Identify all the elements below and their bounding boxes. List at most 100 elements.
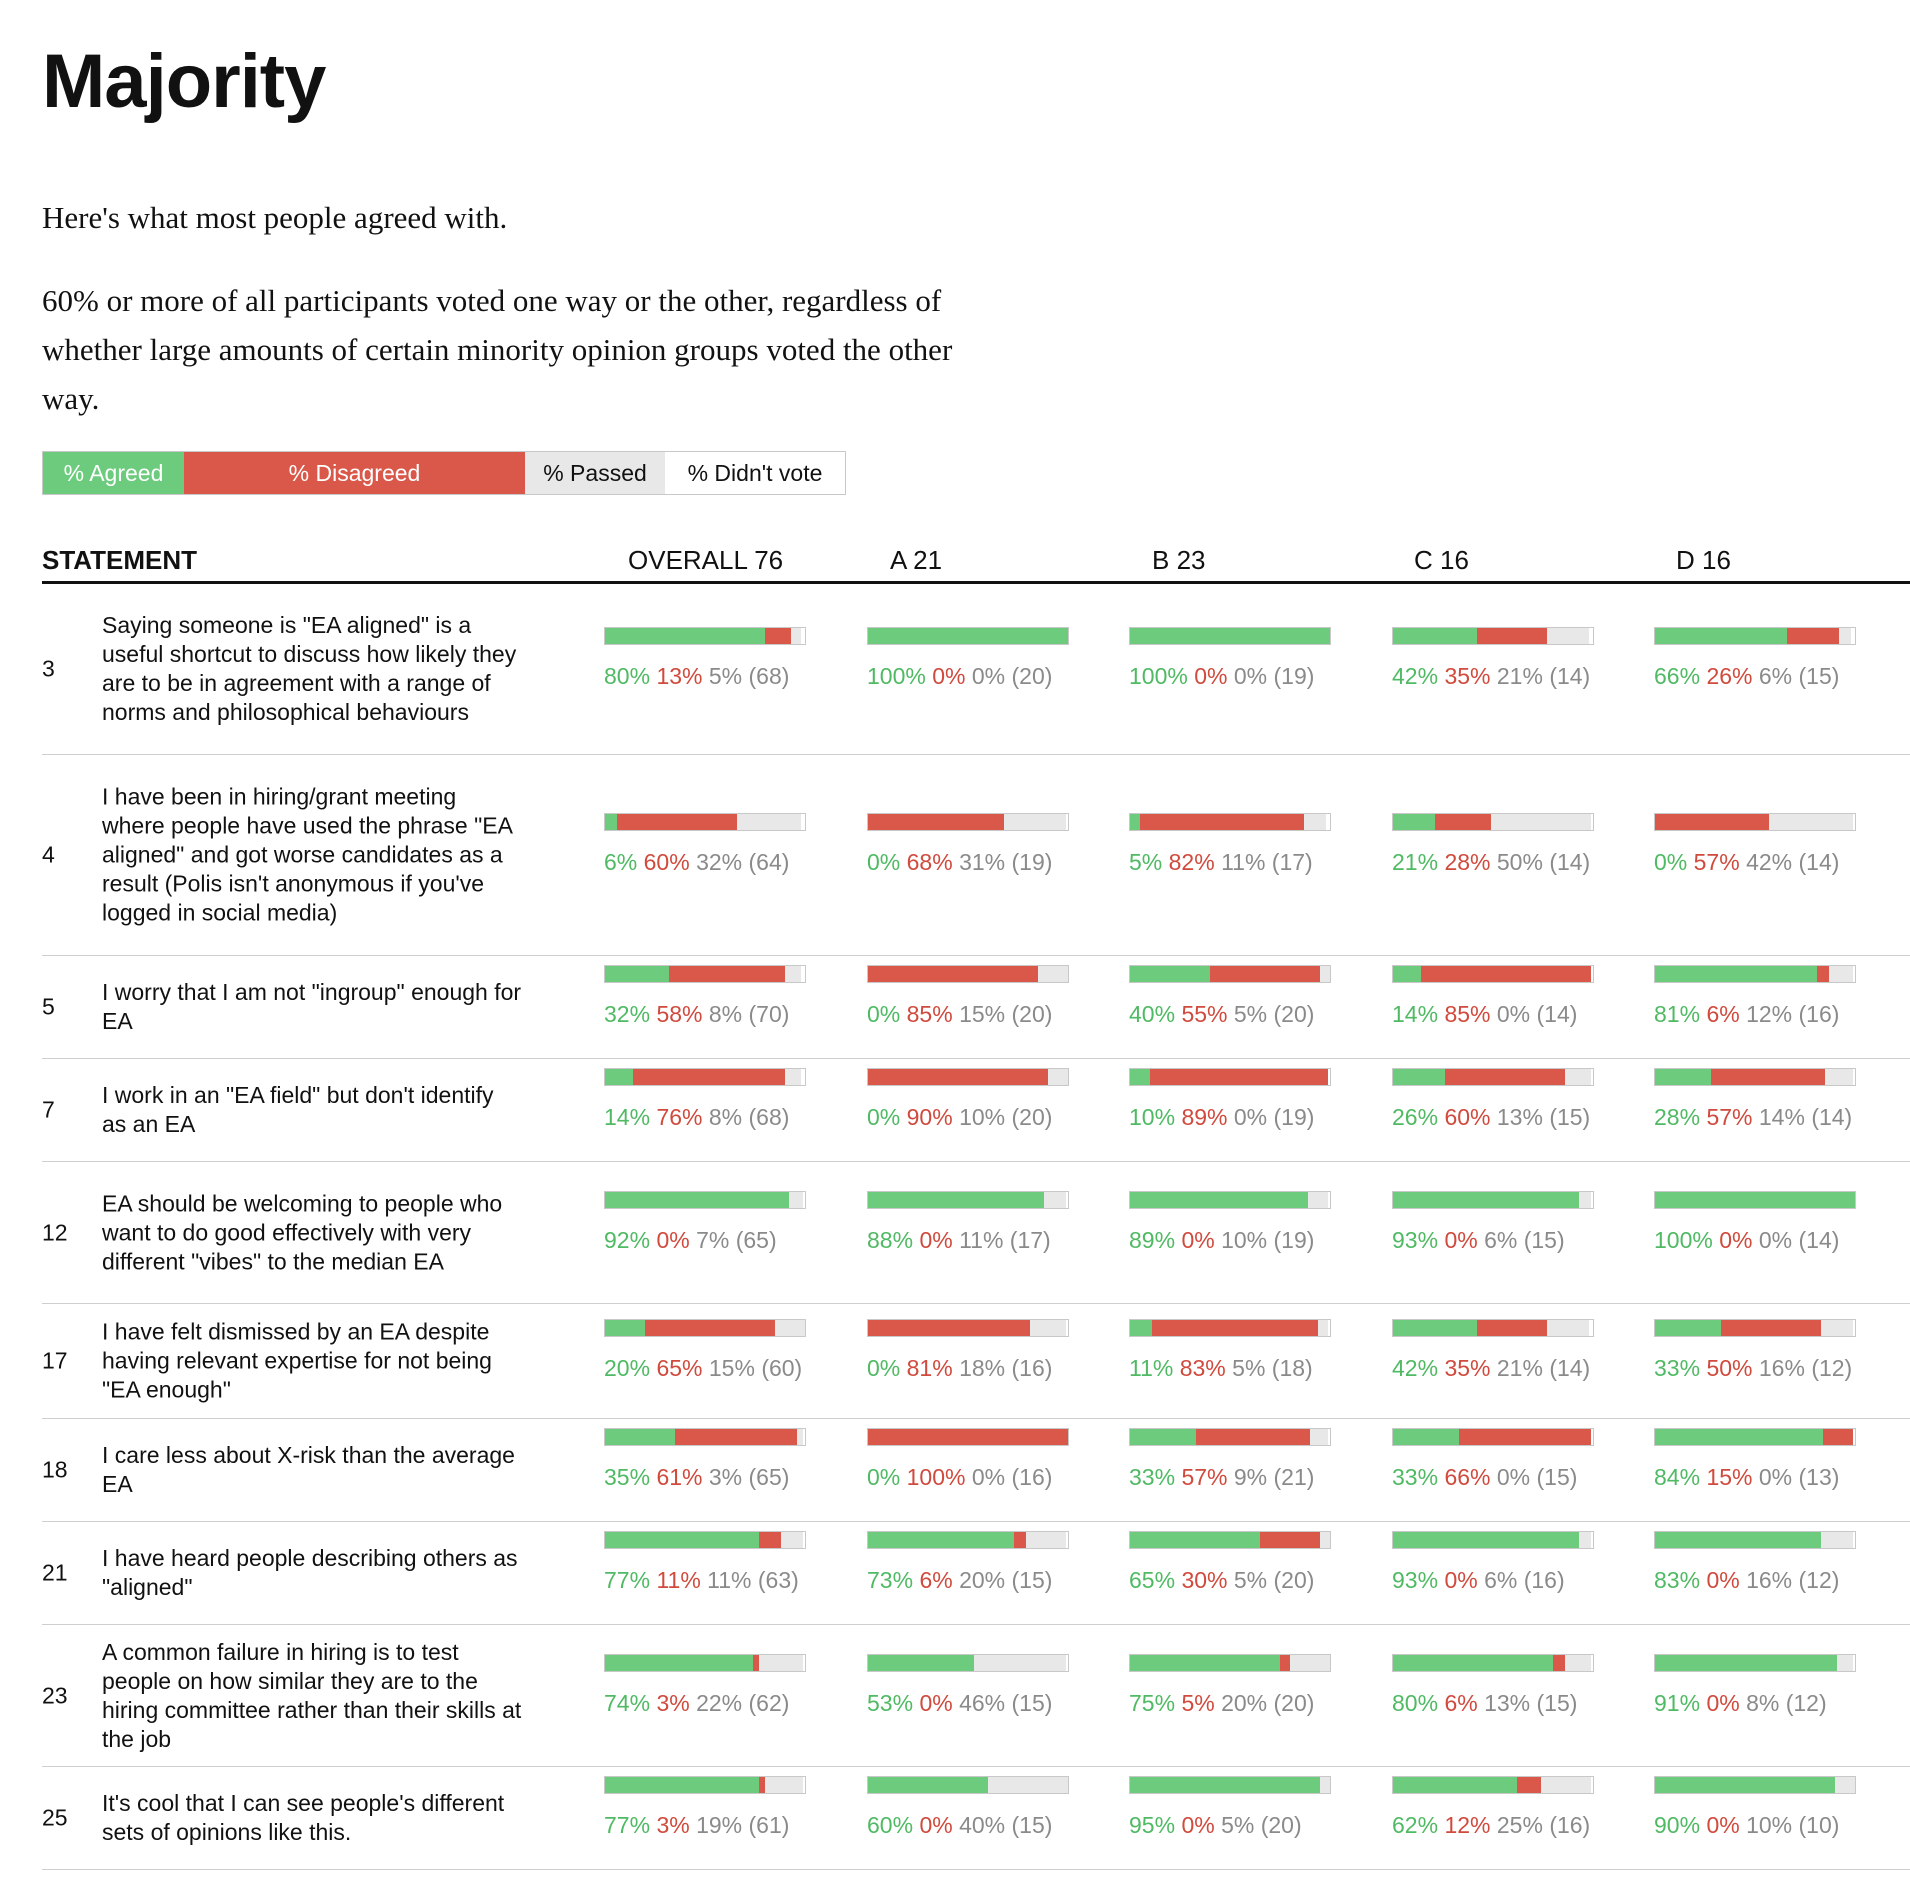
table-row: 4 I have been in hiring/grant meeting whe…: [42, 755, 1910, 956]
disagree-percent: 85%: [906, 1001, 953, 1027]
vote-count: (18): [1271, 1355, 1313, 1381]
pass-percent: 20%: [1221, 1690, 1268, 1716]
vote-count: (13): [1798, 1464, 1840, 1490]
vote-cell: 100% 0% 0% (19): [1129, 627, 1369, 690]
vote-count: (16): [1523, 1567, 1565, 1593]
vote-count: (16): [1011, 1464, 1053, 1490]
disagree-percent: 0%: [1181, 1227, 1215, 1253]
disagree-segment: [1459, 1429, 1591, 1445]
agree-percent: 42%: [1392, 1355, 1439, 1381]
pass-segment: [988, 1777, 1068, 1793]
vote-cell: 14% 76% 8% (68): [604, 1068, 844, 1131]
vote-bar: [867, 1654, 1069, 1672]
agree-segment: [605, 1320, 645, 1336]
pass-segment: [789, 1192, 803, 1208]
disagree-segment: [1721, 1320, 1821, 1336]
agree-percent: 65%: [1129, 1567, 1176, 1593]
disagree-segment: [1823, 1429, 1853, 1445]
pass-segment: [1839, 628, 1851, 644]
vote-cell: 80% 6% 13% (15): [1392, 1654, 1632, 1717]
legend-didnt-vote: % Didn't vote: [665, 452, 845, 494]
agree-percent: 53%: [867, 1690, 914, 1716]
pass-percent: 0%: [971, 1464, 1006, 1490]
agree-percent: 20%: [604, 1355, 651, 1381]
agree-segment: [1130, 1320, 1152, 1336]
pass-segment: [1030, 1320, 1066, 1336]
agree-percent: 77%: [604, 1567, 651, 1593]
pass-segment: [1565, 1655, 1591, 1671]
vote-numbers: 11% 83% 5% (18): [1129, 1355, 1369, 1382]
agree-percent: 100%: [1654, 1227, 1713, 1253]
statement-text: I have been in hiring/grant meeting wher…: [102, 783, 512, 926]
pass-percent: 9%: [1233, 1464, 1268, 1490]
pass-percent: 21%: [1496, 1355, 1543, 1381]
pass-percent: 19%: [696, 1812, 743, 1838]
vote-count: (68): [748, 1104, 790, 1130]
disagree-segment: [1150, 1069, 1328, 1085]
vote-numbers: 81% 6% 12% (16): [1654, 1001, 1894, 1028]
vote-numbers: 88% 0% 11% (17): [867, 1227, 1107, 1254]
pass-segment: [1579, 1532, 1591, 1548]
agree-percent: 0%: [867, 1001, 901, 1027]
vote-bar: [1129, 1531, 1331, 1549]
pass-segment: [765, 1777, 803, 1793]
vote-count: (17): [1009, 1227, 1051, 1253]
table-row: 18 I care less about X-risk than the aver…: [42, 1419, 1910, 1522]
disagree-segment: [633, 1069, 785, 1085]
pass-percent: 31%: [959, 849, 1006, 875]
agree-segment: [1393, 1655, 1553, 1671]
vote-numbers: 53% 0% 46% (15): [867, 1690, 1107, 1717]
agree-percent: 42%: [1392, 663, 1439, 689]
vote-cell: 0% 81% 18% (16): [867, 1319, 1107, 1382]
disagree-percent: 0%: [1719, 1227, 1753, 1253]
agree-segment: [1130, 1192, 1308, 1208]
column-header-4: D 16: [1676, 545, 1731, 575]
vote-bar: [1654, 1319, 1856, 1337]
pass-segment: [1026, 1532, 1066, 1548]
disagree-percent: 0%: [919, 1812, 953, 1838]
disagree-percent: 6%: [1706, 1001, 1740, 1027]
pass-segment: [775, 1320, 805, 1336]
vote-numbers: 10% 89% 0% (19): [1129, 1104, 1369, 1131]
pass-segment: [1320, 966, 1330, 982]
legend-disagreed: % Disagreed: [184, 452, 525, 494]
column-header-1: A 21: [890, 545, 943, 575]
pass-segment: [791, 628, 801, 644]
vote-bar: [867, 627, 1069, 645]
vote-bar: [1392, 1776, 1594, 1794]
pass-percent: 50%: [1496, 849, 1543, 875]
statement-text: I worry that I am not "ingroup" enough f…: [102, 979, 522, 1034]
vote-cell: 10% 89% 0% (19): [1129, 1068, 1369, 1131]
vote-count: (14): [1536, 1001, 1578, 1027]
disagree-segment: [868, 1320, 1030, 1336]
disagree-segment: [765, 628, 791, 644]
pass-segment: [1048, 1069, 1068, 1085]
vote-bar: [1392, 1191, 1594, 1209]
vote-count: (15): [1011, 1812, 1053, 1838]
pass-segment: [1004, 814, 1066, 830]
vote-bar: [1654, 1428, 1856, 1446]
vote-numbers: 42% 35% 21% (14): [1392, 1355, 1632, 1382]
vote-numbers: 26% 60% 13% (15): [1392, 1104, 1632, 1131]
vote-cell: 75% 5% 20% (20): [1129, 1654, 1369, 1717]
agree-segment: [1393, 966, 1421, 982]
disagree-segment: [1711, 1069, 1825, 1085]
vote-cell: 80% 13% 5% (68): [604, 627, 844, 690]
pass-segment: [1837, 1655, 1853, 1671]
vote-bar: [604, 1531, 806, 1549]
disagree-segment: [1421, 966, 1591, 982]
agree-percent: 35%: [604, 1464, 651, 1490]
disagree-percent: 55%: [1181, 1001, 1228, 1027]
agree-percent: 93%: [1392, 1567, 1439, 1593]
disagree-segment: [617, 814, 737, 830]
vote-bar: [1129, 1068, 1331, 1086]
vote-cell: 93% 0% 6% (16): [1392, 1531, 1632, 1594]
agree-percent: 0%: [867, 1355, 901, 1381]
agree-segment: [868, 1777, 988, 1793]
pass-percent: 0%: [971, 663, 1006, 689]
disagree-segment: [645, 1320, 775, 1336]
disagree-percent: 0%: [1194, 663, 1228, 689]
vote-bar: [867, 965, 1069, 983]
pass-segment: [1579, 1192, 1591, 1208]
pass-segment: [785, 966, 801, 982]
